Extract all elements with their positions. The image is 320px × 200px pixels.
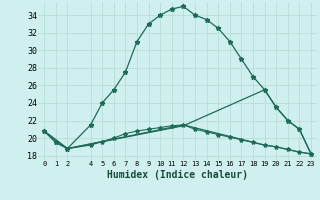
X-axis label: Humidex (Indice chaleur): Humidex (Indice chaleur) bbox=[107, 170, 248, 180]
